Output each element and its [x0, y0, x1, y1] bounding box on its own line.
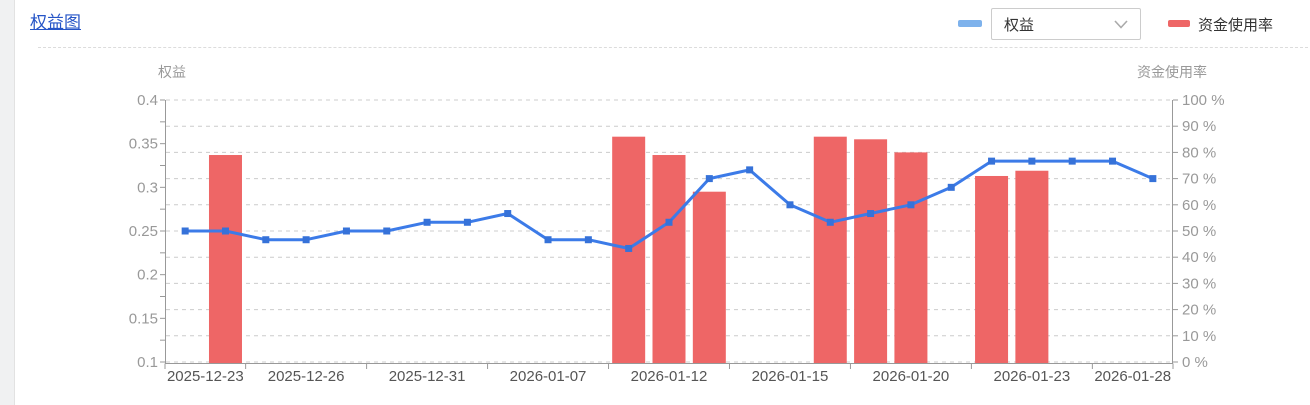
chevron-down-icon	[1114, 20, 1128, 29]
left-axis-name: 权益	[158, 64, 186, 80]
equity-point-marker	[504, 210, 512, 218]
right-axis-tick-label: 40 %	[1182, 249, 1216, 266]
equity-point-marker	[867, 210, 875, 218]
equity-point-marker	[383, 227, 391, 235]
right-axis-tick-label: 0 %	[1182, 354, 1208, 371]
equity-point-marker	[584, 236, 592, 244]
equity-point-marker	[342, 227, 350, 235]
equity-point-marker	[746, 166, 754, 174]
equity-point-marker	[705, 175, 713, 183]
right-axis-tick-label: 80 %	[1182, 144, 1216, 161]
equity-point-marker	[826, 218, 834, 226]
right-axis-name: 资金使用率	[1137, 64, 1207, 80]
equity-point-marker	[1028, 157, 1036, 165]
equity-point-marker	[544, 236, 552, 244]
x-axis-label: 2025-12-26	[268, 368, 345, 385]
equity-point-marker	[181, 227, 189, 235]
usage-bar	[894, 152, 928, 364]
usage-bar	[1015, 170, 1049, 364]
equity-point-marker	[1109, 157, 1117, 165]
equity-point-marker	[1068, 157, 1076, 165]
x-axis-label: 2026-01-07	[510, 368, 587, 385]
x-axis-label: 2025-12-31	[389, 368, 466, 385]
left-axis-tick-label: 0.15	[129, 310, 158, 327]
equity-point-marker	[262, 236, 270, 244]
page-left-gutter	[0, 0, 15, 405]
usage-bar	[692, 191, 726, 364]
x-axis-label: 2026-01-23	[994, 368, 1071, 385]
right-axis-tick-label: 10 %	[1182, 328, 1216, 345]
left-axis-tick-label: 0.35	[129, 136, 158, 153]
series-select-value: 权益	[1004, 16, 1035, 34]
left-axis-tick-label: 0.25	[129, 223, 158, 240]
header-separator	[38, 47, 1308, 48]
equity-point-marker	[423, 218, 431, 226]
right-axis-tick-label: 90 %	[1182, 118, 1216, 135]
usage-bar	[854, 139, 888, 364]
x-axis-label: 2026-01-28	[1094, 368, 1171, 385]
right-axis-tick-label: 50 %	[1182, 223, 1216, 240]
left-axis-tick-label: 0.2	[137, 267, 158, 284]
equity-point-marker	[988, 157, 996, 165]
equity-point-marker	[221, 227, 229, 235]
x-axis-label: 2026-01-20	[873, 368, 950, 385]
equity-point-marker	[786, 201, 794, 209]
usage-bar	[652, 155, 686, 364]
left-axis-tick-label: 0.4	[137, 92, 158, 109]
page-title[interactable]: 权益图	[30, 13, 81, 32]
equity-point-marker	[625, 244, 633, 252]
right-axis-tick-label: 70 %	[1182, 171, 1216, 188]
equity-point-marker	[907, 201, 915, 209]
right-axis-tick-label: 60 %	[1182, 197, 1216, 214]
left-axis-tick-label: 0.1	[137, 354, 158, 371]
usage-bar	[975, 175, 1009, 364]
usage-bar	[813, 136, 847, 364]
equity-point-marker	[665, 218, 673, 226]
x-axis-label: 2025-12-23	[167, 368, 244, 385]
x-axis-label: 2026-01-12	[631, 368, 708, 385]
equity-point-marker	[947, 183, 955, 191]
usage-legend-swatch	[1168, 20, 1190, 27]
equity-legend-swatch	[958, 20, 982, 27]
left-axis-tick-label: 0.3	[137, 179, 158, 196]
usage-bar	[208, 155, 242, 364]
equity-point-marker	[1149, 175, 1157, 183]
x-axis-label: 2026-01-15	[752, 368, 829, 385]
right-axis-tick-label: 20 %	[1182, 302, 1216, 319]
equity-point-marker	[463, 218, 471, 226]
right-axis-tick-label: 100 %	[1182, 92, 1225, 109]
series-select[interactable]: 权益	[991, 8, 1141, 40]
right-axis-tick-label: 30 %	[1182, 275, 1216, 292]
equity-point-marker	[302, 236, 310, 244]
usage-legend-label: 资金使用率	[1198, 17, 1274, 34]
